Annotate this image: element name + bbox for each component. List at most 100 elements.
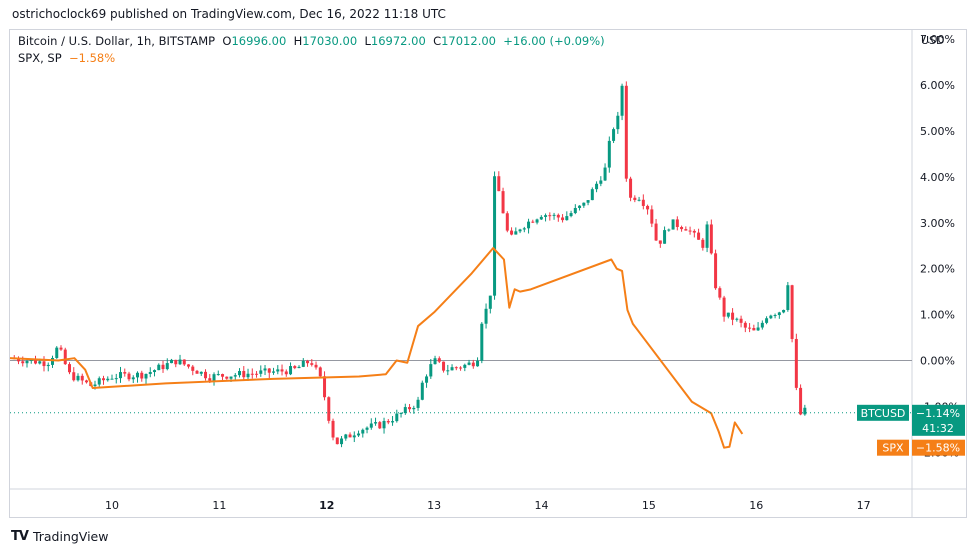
candle-body (624, 85, 628, 179)
candle-body (488, 295, 492, 309)
y-tick-label: 0.00% (920, 354, 955, 367)
candle-body (165, 363, 169, 370)
candle-body (650, 209, 654, 224)
high-label: H (293, 34, 303, 48)
candle-body (718, 288, 722, 298)
candle-body (527, 221, 531, 229)
candle-body (705, 224, 709, 248)
spx-price-value: −1.58% (916, 442, 960, 455)
candle-body (743, 322, 747, 328)
symbol-description[interactable]: Bitcoin / U.S. Dollar, 1h, BITSTAMP (18, 34, 216, 48)
candle-body (620, 85, 624, 116)
overlay-series-legend[interactable]: SPX, SP −1.58% (18, 51, 115, 65)
brand-name: TradingView (32, 529, 109, 544)
candle-body (561, 217, 565, 221)
candle-body (306, 360, 310, 364)
btc-candles (12, 81, 807, 448)
candle-body (726, 312, 730, 317)
candle-body (361, 429, 365, 434)
candle-body (463, 364, 467, 368)
candle-body (106, 378, 110, 381)
x-tick-label: 14 (535, 499, 549, 512)
candle-body (68, 364, 72, 373)
candle-body (612, 129, 616, 141)
high-value: 17030.00 (302, 34, 358, 48)
candle-body (454, 367, 458, 369)
candle-body (250, 373, 254, 375)
candle-body (242, 370, 246, 378)
y-tick-label: 2.00% (920, 263, 955, 276)
publisher-line: ostrichoclock69 published on TradingView… (12, 7, 446, 21)
candle-body (148, 372, 152, 374)
candle-body (510, 230, 514, 235)
candle-body (416, 399, 420, 408)
candle-body (556, 214, 560, 218)
candle-body (578, 205, 582, 208)
candle-body (709, 224, 713, 254)
candle-body (63, 349, 67, 365)
candle-body (119, 372, 123, 379)
x-tick-label: 15 (642, 499, 656, 512)
candle-body (714, 253, 718, 289)
candle-body (229, 376, 233, 379)
candle-body (42, 361, 46, 367)
candle-body (331, 420, 335, 438)
candle-body (531, 221, 535, 223)
candle-body (191, 366, 195, 371)
candle-body (501, 191, 505, 214)
candle-body (238, 370, 242, 376)
y-tick-label: 4.00% (920, 171, 955, 184)
candle-body (739, 318, 743, 323)
candle-body (420, 382, 424, 400)
candle-body (85, 380, 89, 383)
tradingview-logo-icon: TV (11, 529, 29, 544)
btc-countdown: 41:32 (922, 422, 954, 435)
candle-body (365, 427, 369, 430)
candle-body (29, 359, 33, 361)
candle-body (514, 231, 518, 235)
candle-body (246, 373, 250, 378)
candle-body (684, 229, 688, 231)
candle-body (552, 214, 556, 216)
main-series-legend[interactable]: Bitcoin / U.S. Dollar, 1h, BITSTAMP O169… (18, 34, 605, 48)
candle-body (667, 229, 671, 231)
overlay-symbol[interactable]: SPX, SP (18, 51, 62, 65)
candle-body (799, 387, 803, 415)
candle-body (680, 227, 684, 230)
candle-body (80, 375, 84, 381)
candle-body (484, 308, 488, 324)
candle-body (480, 323, 484, 361)
footer-branding[interactable]: TV TradingView (11, 529, 108, 544)
candle-body (140, 372, 144, 379)
candle-body (297, 366, 301, 369)
candle-body (255, 373, 259, 375)
candle-body (72, 372, 76, 381)
candle-body (433, 358, 437, 365)
overlay-change: −1.58% (68, 51, 116, 65)
candle-body (46, 364, 50, 367)
spx-symbol-text: SPX (882, 442, 904, 455)
candle-body (348, 434, 352, 438)
candle-body (399, 413, 403, 415)
candle-body (51, 357, 55, 365)
candle-body (446, 370, 450, 372)
currency-label[interactable]: USD (921, 34, 945, 47)
candle-body (735, 318, 739, 320)
chart-frame[interactable] (9, 29, 967, 518)
candle-body (765, 318, 769, 323)
candle-body (318, 367, 322, 377)
btc-price-tag (912, 404, 965, 436)
candle-body (476, 360, 480, 367)
candle-body (55, 347, 59, 358)
candle-body (263, 368, 267, 371)
candle-body (34, 359, 38, 364)
spx-price-tag (912, 439, 965, 456)
candle-body (136, 372, 140, 378)
candle-body (722, 297, 726, 317)
y-tick-label: 5.00% (920, 125, 955, 138)
candle-body (803, 407, 807, 415)
candle-body (773, 315, 777, 317)
candle-body (284, 371, 288, 375)
x-tick-label: 10 (105, 499, 119, 512)
